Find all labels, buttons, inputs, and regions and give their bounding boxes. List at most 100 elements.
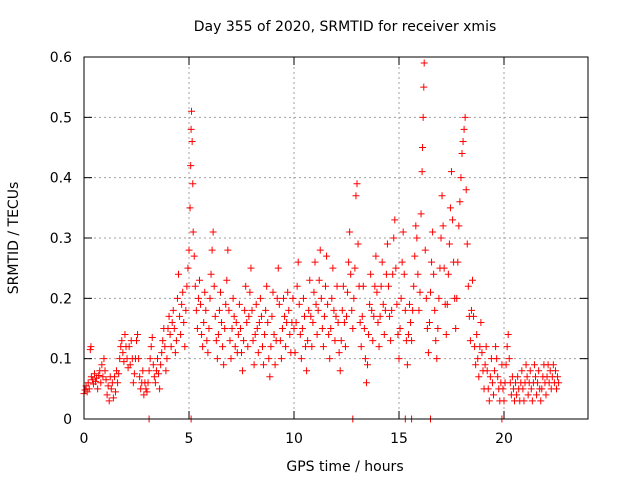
data-point [150, 373, 158, 381]
data-point [228, 325, 236, 332]
data-point [193, 325, 201, 332]
data-point [333, 282, 341, 290]
data-point [328, 294, 336, 302]
data-point [482, 343, 490, 351]
data-point [120, 358, 128, 366]
data-point [171, 349, 179, 357]
data-point [305, 306, 313, 314]
data-point [336, 367, 344, 375]
data-point [528, 397, 536, 405]
data-point [460, 125, 468, 133]
data-point [116, 355, 124, 363]
data-point [220, 361, 228, 369]
y-tick-label: 0.6 [50, 50, 72, 66]
data-point [239, 367, 247, 375]
data-point [246, 288, 254, 296]
data-point [361, 355, 369, 363]
data-point [343, 312, 350, 320]
data-point [317, 294, 325, 302]
data-point [401, 306, 409, 314]
data-point [200, 318, 208, 326]
data-point [267, 343, 275, 351]
data-point [422, 294, 430, 302]
data-point [223, 276, 231, 284]
data-point [314, 306, 322, 314]
data-point [428, 258, 436, 266]
data-point [311, 258, 319, 266]
data-point [176, 312, 184, 320]
data-point [519, 385, 527, 393]
data-point [281, 312, 289, 320]
data-point [492, 343, 500, 351]
data-point [269, 288, 277, 296]
data-point [278, 325, 286, 332]
data-point [340, 318, 348, 326]
data-point [520, 397, 528, 405]
data-point [443, 300, 451, 308]
data-point [404, 331, 412, 339]
data-point [377, 282, 385, 290]
data-point [184, 264, 192, 272]
data-point [475, 373, 483, 381]
data-point [433, 355, 441, 363]
data-point [349, 325, 357, 332]
data-point [334, 318, 342, 326]
data-point [109, 394, 117, 402]
data-point [297, 355, 305, 363]
data-point [376, 312, 384, 320]
data-point [190, 252, 198, 260]
data-point [373, 288, 381, 296]
data-point [140, 391, 148, 399]
data-point [366, 300, 374, 308]
data-point [205, 325, 213, 332]
data-point [295, 300, 303, 308]
data-point [386, 312, 394, 320]
data-point [302, 343, 310, 351]
data-point [234, 331, 242, 339]
data-point [292, 318, 300, 326]
data-point [257, 312, 265, 320]
data-point [417, 210, 425, 218]
data-point [350, 294, 358, 302]
data-point [87, 373, 95, 381]
data-point [299, 294, 307, 302]
data-point [232, 318, 240, 326]
data-point [170, 325, 178, 332]
data-point [235, 300, 243, 308]
data-point [227, 355, 235, 363]
data-point [330, 306, 338, 314]
data-point [353, 180, 361, 188]
data-point [169, 306, 177, 314]
data-point [435, 294, 443, 302]
data-point [203, 337, 211, 345]
data-point [483, 367, 491, 375]
data-point [486, 373, 494, 381]
data-points [80, 59, 563, 423]
data-point [222, 300, 230, 308]
data-point [467, 306, 475, 314]
data-point [462, 186, 470, 194]
data-point [91, 370, 98, 378]
data-point [309, 318, 317, 326]
data-point [399, 228, 407, 236]
data-point [226, 337, 234, 345]
data-point [524, 391, 532, 399]
data-point [537, 397, 545, 405]
data-point [484, 385, 492, 393]
data-point [181, 343, 189, 351]
data-point [513, 391, 521, 399]
y-tick-label: 0.4 [50, 171, 72, 187]
data-point [360, 325, 368, 332]
x-tick-label: 20 [495, 431, 513, 447]
data-point [429, 228, 437, 236]
data-point [518, 367, 526, 375]
data-point [534, 379, 542, 387]
data-point [502, 361, 510, 369]
data-point [118, 337, 126, 345]
data-point [446, 204, 454, 212]
data-point [191, 282, 199, 290]
data-point [381, 306, 389, 314]
data-point [179, 288, 187, 296]
data-point [230, 312, 238, 320]
